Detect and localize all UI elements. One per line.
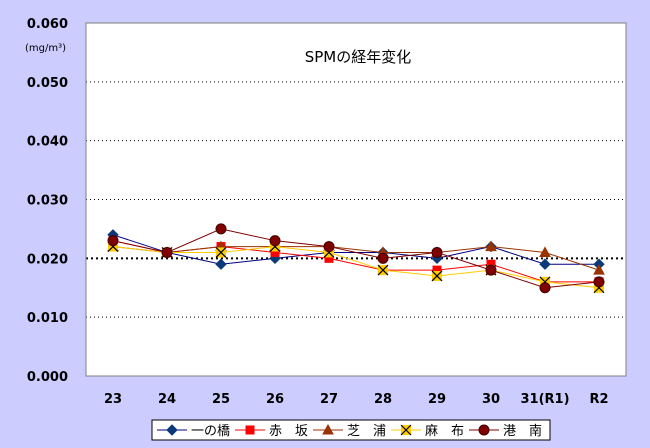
x-tick-label: 27 — [320, 392, 338, 407]
legend-item: 一の橋 — [157, 424, 230, 439]
data-point — [431, 270, 443, 282]
data-point — [478, 424, 490, 436]
data-point — [377, 252, 389, 264]
y-tick-label: 0.030 — [27, 194, 68, 209]
data-point — [215, 247, 227, 258]
data-point — [215, 223, 227, 235]
plot-area — [85, 22, 627, 377]
legend-item: 芝 浦 — [313, 423, 386, 439]
data-point — [269, 235, 281, 247]
data-point — [322, 423, 334, 435]
legend-items: 一の橋 赤 坂 芝 浦 麻 布 港 南 — [157, 423, 542, 439]
data-point — [107, 235, 119, 247]
y-unit-label: (mg/m³) — [25, 43, 66, 54]
data-point — [166, 424, 178, 436]
x-tick-label: 24 — [158, 392, 176, 407]
x-tick-label: 31(R1) — [520, 392, 569, 407]
y-tick-label: 0.050 — [27, 76, 68, 91]
data-point-stroke — [431, 270, 443, 282]
x-tick-label: 29 — [428, 392, 446, 407]
legend-item: 麻 布 — [391, 424, 464, 439]
data-point-stroke — [377, 264, 389, 276]
data-point — [539, 282, 551, 294]
data-point — [431, 246, 443, 258]
data-point — [377, 264, 389, 276]
series-5 — [107, 223, 605, 294]
series-layer — [107, 223, 605, 294]
data-point — [539, 246, 551, 257]
series-line — [112, 246, 600, 271]
x-tick-label: 28 — [374, 392, 392, 407]
legend-label: 一の橋 — [191, 424, 230, 439]
x-tick-label: 23 — [104, 392, 122, 407]
legend — [151, 419, 551, 441]
legend-label: 港 南 — [503, 423, 542, 439]
legend-label: 芝 浦 — [347, 423, 386, 439]
x-tick-label: 26 — [266, 392, 284, 407]
y-tick-label: 0.060 — [27, 17, 68, 32]
data-point — [215, 258, 227, 270]
data-point — [400, 424, 412, 436]
grid-lines — [86, 81, 626, 318]
legend-label: 麻 布 — [425, 424, 464, 439]
legend-label: 赤 坂 — [269, 424, 308, 439]
data-point — [539, 258, 551, 270]
data-point — [593, 264, 605, 275]
series-line — [112, 246, 600, 289]
data-point — [323, 241, 335, 253]
data-point — [593, 276, 605, 288]
legend-item: 赤 坂 — [235, 424, 308, 439]
data-point — [485, 240, 497, 252]
data-point — [245, 425, 255, 435]
y-tick-label: 0.020 — [27, 252, 68, 267]
data-point-stroke — [400, 424, 412, 436]
x-tick-label: 30 — [482, 392, 500, 407]
y-tick-label: 0.040 — [27, 135, 68, 150]
data-point-stroke — [215, 247, 227, 258]
chart-title: SPMの経年変化 — [305, 48, 412, 66]
x-tick-label: 25 — [212, 392, 230, 407]
x-tick-label: R2 — [589, 392, 608, 407]
data-point — [485, 264, 497, 276]
data-point — [161, 246, 173, 258]
y-tick-label: 0.010 — [27, 311, 68, 326]
series-line — [112, 228, 600, 289]
y-tick-label: 0.000 — [27, 370, 68, 385]
legend-item: 港 南 — [469, 423, 542, 439]
axes: 0.000 0.010 0.020 0.030 0.040 0.050 0.060 23 24 2… — [27, 17, 626, 407]
